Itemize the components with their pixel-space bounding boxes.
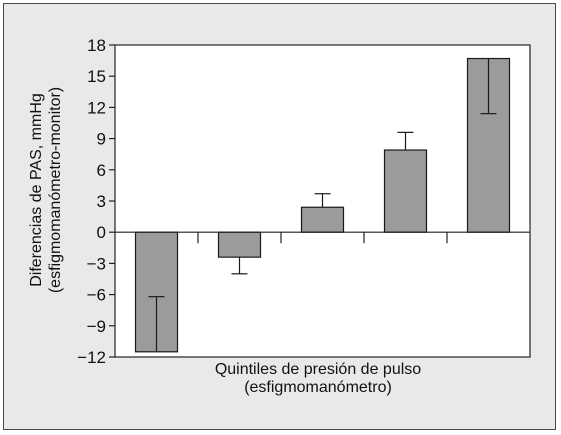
y-axis-ticks: 18 15 12 9 6 3 0 −3 −6 −9 −12 <box>77 36 115 367</box>
y-tick-label: 9 <box>97 130 106 149</box>
y-tick-label: 18 <box>87 36 106 55</box>
y-tick-label: 15 <box>87 67 106 86</box>
bar-q2 <box>217 231 262 258</box>
y-tick-label: 12 <box>87 98 106 117</box>
y-axis-label-line2: (esfigmomanómetro-monitor) <box>47 87 64 293</box>
y-tick-label: −9 <box>87 317 106 336</box>
bar-q3 <box>300 206 345 233</box>
zero-line <box>115 231 530 244</box>
y-tick-label: −6 <box>87 286 106 305</box>
y-tick-label: 6 <box>97 161 106 180</box>
y-tick-label: 0 <box>97 223 106 242</box>
y-tick-label: −12 <box>77 348 106 367</box>
x-axis-label-line1: Quintiles de presión de pulso <box>215 361 421 378</box>
y-axis-label-line1: Diferencias de PAS, mmHg <box>28 93 45 287</box>
y-tick-label: 3 <box>97 192 106 211</box>
bar-q4 <box>383 149 428 233</box>
x-axis-label-line2: (esfigmomanómetro) <box>244 379 392 396</box>
y-tick-label: −3 <box>87 254 106 273</box>
